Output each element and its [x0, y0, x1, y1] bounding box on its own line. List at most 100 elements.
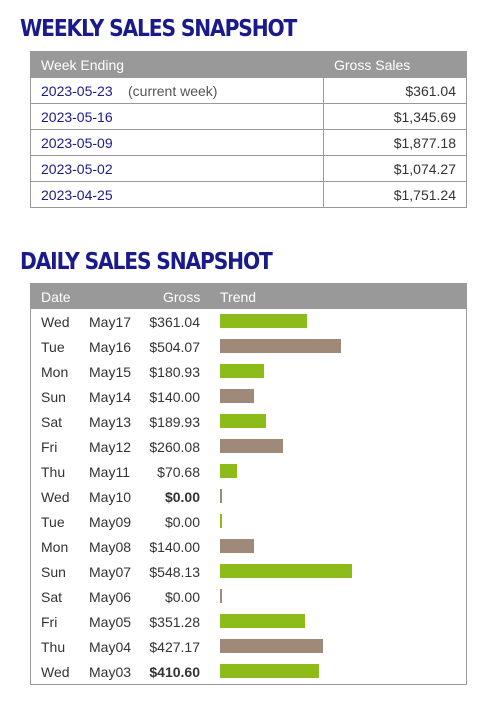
trend-bar	[220, 339, 341, 353]
weekly-row: 2023-05-02 $1,074.27	[31, 155, 466, 181]
daily-row: Mon May08 $140.00	[31, 534, 466, 559]
weekly-sales-title: WEEKLY SALES SNAPSHOT	[20, 16, 297, 42]
trend-bar	[220, 364, 264, 378]
weekly-row: 2023-04-25 $1,751.24	[31, 181, 466, 207]
gross-sales-header: Gross Sales	[334, 57, 411, 73]
day-of-week: Mon	[41, 539, 69, 555]
daily-gross-value: $70.68	[157, 464, 200, 480]
trend-header: Trend	[220, 289, 257, 305]
column-divider	[323, 78, 324, 103]
daily-gross-value: $504.07	[149, 339, 200, 355]
day-of-week: Wed	[41, 489, 70, 505]
weekly-row: 2023-05-23 (current week) $361.04	[31, 77, 466, 103]
daily-row: Wed May17 $361.04	[31, 309, 466, 334]
day-of-week: Sat	[41, 589, 63, 605]
day-of-week: Thu	[41, 464, 66, 480]
gross-sales-value: $1,345.69	[393, 109, 456, 125]
trend-bar	[220, 489, 222, 503]
trend-bar	[220, 614, 305, 628]
weekly-sales-table: Week Ending Gross Sales 2023-05-23 (curre…	[30, 51, 467, 208]
weekly-row: 2023-05-16 $1,345.69	[31, 103, 466, 129]
month-day: May15	[89, 364, 132, 380]
daily-row: Tue May16 $504.07	[31, 334, 466, 359]
day-of-week: Sun	[41, 389, 66, 405]
daily-row: Tue May09 $0.00	[31, 509, 466, 534]
daily-gross-value: $410.60	[149, 664, 200, 680]
column-divider	[323, 182, 324, 207]
week-ending-link[interactable]: 2023-05-02	[41, 161, 113, 177]
column-divider	[323, 104, 324, 129]
day-of-week: Sun	[41, 564, 66, 580]
daily-row: Thu May04 $427.17	[31, 634, 466, 659]
daily-gross-value: $140.00	[149, 389, 200, 405]
daily-gross-value: $427.17	[149, 639, 200, 655]
day-of-week: Fri	[41, 614, 58, 630]
day-of-week: Thu	[41, 639, 66, 655]
month-day: May17	[89, 314, 132, 330]
trend-bar	[220, 539, 254, 553]
day-of-week: Tue	[41, 339, 65, 355]
trend-bar	[220, 664, 319, 678]
gross-header: Gross	[163, 289, 201, 305]
gross-sales-value: $1,877.18	[393, 135, 456, 151]
week-ending-link[interactable]: 2023-05-09	[41, 135, 113, 151]
week-ending-link[interactable]: 2023-05-23	[41, 83, 113, 99]
week-note: (current week)	[128, 83, 218, 99]
daily-row: Sun May07 $548.13	[31, 559, 466, 584]
month-day: May09	[89, 514, 132, 530]
daily-gross-value: $351.28	[149, 614, 200, 630]
gross-sales-value: $1,074.27	[393, 161, 456, 177]
daily-row: Thu May11 $70.68	[31, 459, 466, 484]
day-of-week: Wed	[41, 314, 70, 330]
week-ending-link[interactable]: 2023-04-25	[41, 187, 113, 203]
column-divider	[323, 156, 324, 181]
daily-row: Sun May14 $140.00	[31, 384, 466, 409]
month-day: May12	[89, 439, 132, 455]
daily-gross-value: $548.13	[149, 564, 200, 580]
trend-bar	[220, 389, 254, 403]
daily-gross-value: $180.93	[149, 364, 200, 380]
trend-bar	[220, 589, 222, 603]
month-day: May05	[89, 614, 132, 630]
trend-bar	[220, 314, 307, 328]
daily-gross-value: $189.93	[149, 414, 200, 430]
daily-row: Wed May03 $410.60	[31, 659, 466, 684]
date-header: Date	[41, 289, 71, 305]
daily-sales-table: Date Gross Trend Wed May17 $361.04 Tue May16…	[30, 283, 467, 685]
trend-bar	[220, 464, 237, 478]
daily-gross-value: $0.00	[164, 514, 200, 530]
month-day: May03	[89, 664, 132, 680]
column-divider	[323, 130, 324, 155]
month-day: May10	[89, 489, 132, 505]
daily-gross-value: $0.00	[164, 489, 200, 505]
trend-bar	[220, 439, 283, 453]
daily-gross-value: $0.00	[164, 589, 200, 605]
month-day: May16	[89, 339, 132, 355]
trend-bar	[220, 514, 222, 528]
month-day: May14	[89, 389, 132, 405]
trend-bar	[220, 564, 352, 578]
gross-sales-value: $1,751.24	[393, 187, 456, 203]
month-day: May06	[89, 589, 132, 605]
day-of-week: Sat	[41, 414, 63, 430]
daily-row: Fri May12 $260.08	[31, 434, 466, 459]
month-day: May13	[89, 414, 132, 430]
daily-row: Sat May06 $0.00	[31, 584, 466, 609]
daily-row: Sat May13 $189.93	[31, 409, 466, 434]
day-of-week: Fri	[41, 439, 58, 455]
month-day: May04	[89, 639, 132, 655]
daily-table-header: Date Gross Trend	[31, 284, 466, 309]
day-of-week: Mon	[41, 364, 69, 380]
daily-row: Wed May10 $0.00	[31, 484, 466, 509]
daily-row: Mon May15 $180.93	[31, 359, 466, 384]
daily-sales-title: DAILY SALES SNAPSHOT	[20, 249, 273, 275]
trend-bar	[220, 639, 323, 653]
day-of-week: Tue	[41, 514, 65, 530]
week-ending-link[interactable]: 2023-05-16	[41, 109, 113, 125]
day-of-week: Wed	[41, 664, 70, 680]
weekly-table-header: Week Ending Gross Sales	[31, 52, 466, 77]
month-day: May07	[89, 564, 132, 580]
trend-bar	[220, 414, 266, 428]
weekly-row: 2023-05-09 $1,877.18	[31, 129, 466, 155]
daily-gross-value: $361.04	[149, 314, 200, 330]
